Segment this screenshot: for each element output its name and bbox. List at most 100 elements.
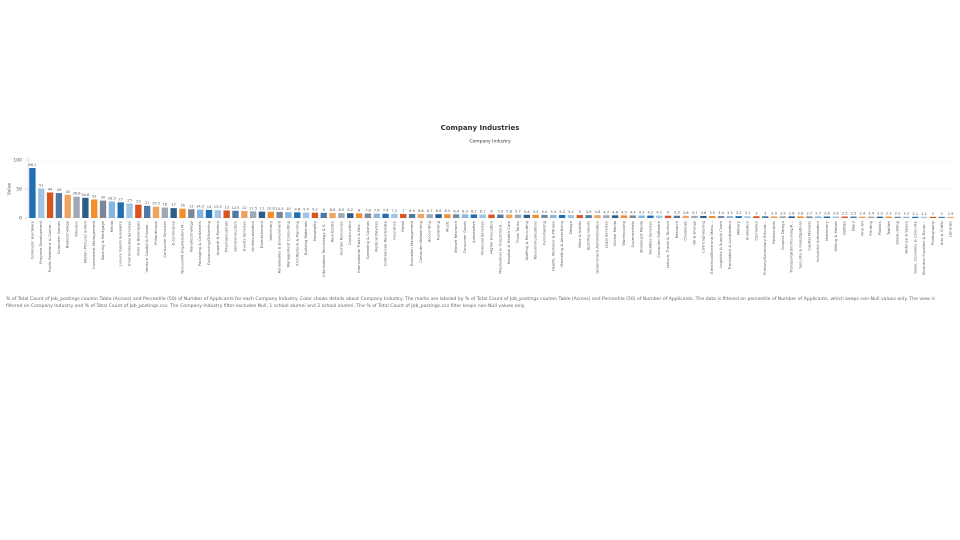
bar xyxy=(832,216,839,218)
bar xyxy=(249,211,257,218)
x-tick-label: Textiles xyxy=(886,221,891,236)
bar xyxy=(188,209,195,218)
value-label: 21 xyxy=(145,201,150,205)
x-tick-label: Packaging & Containers xyxy=(197,221,202,266)
bar xyxy=(347,213,354,218)
x-tick-label: Mining & Metals xyxy=(833,221,838,251)
bar xyxy=(700,215,707,218)
bar xyxy=(550,214,557,218)
value-label: 13 xyxy=(224,205,229,209)
bar xyxy=(514,214,522,218)
bar xyxy=(567,215,575,218)
x-tick-label: E-Commerce xyxy=(171,220,176,245)
x-tick-label: Environmental Services xyxy=(127,221,132,266)
x-tick-label: Media xyxy=(109,221,114,232)
value-label: 6.9 xyxy=(409,209,415,213)
x-tick-label: Pharmaceuticals xyxy=(224,221,229,252)
x-tick-label: Libraries xyxy=(948,221,953,237)
x-tick-label: Semiconductors xyxy=(232,221,237,252)
value-label: 2.4 xyxy=(859,212,865,216)
x-tick-label: Nanotechnology xyxy=(188,220,193,252)
x-tick-label: Accounting xyxy=(427,220,432,242)
value-label: 3.8 xyxy=(683,211,689,215)
value-label: 14 xyxy=(207,205,212,209)
x-tick-label: Outsourcing/Offshoring xyxy=(206,220,211,265)
x-tick-label: Government Administration xyxy=(594,220,599,273)
bar xyxy=(594,215,601,218)
bar xyxy=(673,215,681,218)
bar xyxy=(735,216,742,218)
x-tick-label: Supermarkets xyxy=(630,221,635,248)
x-tick-label: Events Services xyxy=(241,221,246,251)
value-label: 8.8 xyxy=(330,208,336,212)
value-label: 3.5 xyxy=(709,211,715,215)
x-tick-label: Wireless xyxy=(74,221,79,237)
bar xyxy=(329,212,336,218)
x-tick-label: Legal Services xyxy=(603,221,608,248)
y-tick-label: 50 xyxy=(16,187,22,193)
bar xyxy=(285,212,292,218)
value-label: 2.8 xyxy=(798,211,804,215)
bar xyxy=(29,168,36,218)
bar xyxy=(656,215,663,218)
x-tick-label: Publishing xyxy=(436,220,441,240)
value-label: 11.5 xyxy=(249,206,257,210)
value-label: 3.9 xyxy=(674,211,680,215)
value-label: 36.8 xyxy=(73,192,82,196)
x-tick-label: Consumer Goods xyxy=(462,221,467,254)
bar xyxy=(691,215,698,218)
y-axis-label: Value xyxy=(7,183,13,196)
bar xyxy=(523,214,530,218)
value-label: 6.8 xyxy=(418,209,424,213)
bar xyxy=(470,214,478,218)
x-tick-label: Cosmetics xyxy=(753,221,758,241)
value-label: 2.7 xyxy=(815,211,821,215)
value-label: 25 xyxy=(127,199,132,203)
x-tick-label: Think Tanks xyxy=(515,221,520,244)
bar xyxy=(920,216,928,218)
bar xyxy=(373,213,380,218)
value-label: 30 xyxy=(101,196,106,200)
value-label: 23 xyxy=(136,200,141,204)
x-tick-label: Biotechnology xyxy=(65,220,70,248)
bar xyxy=(762,216,769,218)
bar xyxy=(620,215,628,218)
x-tick-label: Public Relations & Comm... xyxy=(47,221,52,272)
value-label: 28.5 xyxy=(108,196,116,200)
chart-title: Company Industries xyxy=(441,124,520,132)
value-label: 3.4 xyxy=(718,211,724,215)
value-label: 4.8 xyxy=(595,210,601,214)
x-tick-label: Hospital & Health Care xyxy=(506,220,511,264)
x-tick-label: Sporting Goods xyxy=(586,221,591,250)
value-label: 8.5 xyxy=(339,208,345,212)
x-tick-label: Veterinary xyxy=(268,220,273,240)
x-tick-label: Security & Investigations xyxy=(798,221,803,269)
bar xyxy=(99,200,107,218)
value-label: 9 xyxy=(323,208,326,212)
x-tick-label: Utilities xyxy=(842,221,847,235)
bar xyxy=(400,213,407,218)
x-tick-label: Health, Wellness & Fitness xyxy=(550,221,555,271)
bar xyxy=(532,214,539,218)
bar xyxy=(241,211,248,218)
bar xyxy=(223,210,230,218)
value-label: 3.2 xyxy=(736,211,742,215)
value-label: 18 xyxy=(163,203,168,207)
value-label: 32 xyxy=(92,194,97,198)
value-label: 15 xyxy=(189,204,194,208)
bar xyxy=(841,216,848,218)
value-label: 10 xyxy=(286,207,291,211)
bar xyxy=(426,214,433,218)
value-label: 5.7 xyxy=(515,210,521,214)
value-label: 27 xyxy=(118,197,123,201)
bar xyxy=(770,216,778,218)
x-tick-label: Venture Capital & Private... xyxy=(144,221,149,273)
x-tick-label: Logistics & Supply Chain xyxy=(718,220,723,267)
x-tick-label: Translation & Localization xyxy=(727,220,732,270)
x-tick-label: Architecture & Planning xyxy=(294,220,299,266)
bar xyxy=(170,208,177,218)
value-label: 4.2 xyxy=(648,211,654,215)
value-label: 6 xyxy=(490,210,493,214)
x-tick-label: Music xyxy=(444,221,449,232)
bar xyxy=(505,214,513,218)
